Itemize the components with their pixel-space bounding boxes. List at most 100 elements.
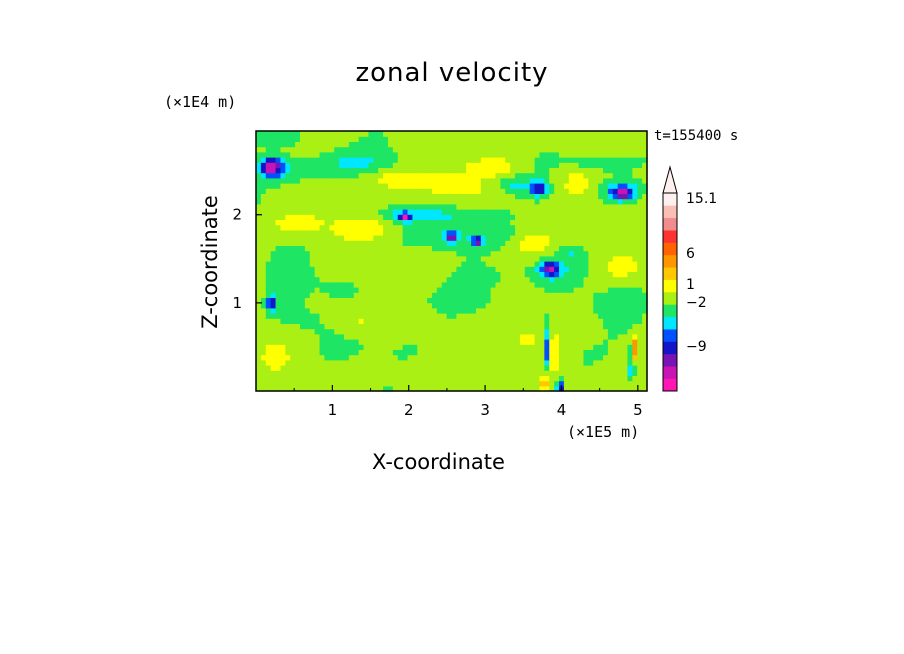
- field-cell: [407, 214, 413, 220]
- field-cell: [622, 209, 629, 215]
- field-cell: [549, 172, 555, 179]
- field-cell: [593, 240, 599, 246]
- field-cell: [471, 214, 477, 220]
- field-cell: [417, 167, 423, 174]
- field-cell: [290, 375, 296, 382]
- field-cell: [412, 219, 418, 226]
- field-cell: [402, 219, 409, 226]
- field-cell: [358, 146, 365, 153]
- field-cell: [573, 193, 580, 200]
- field-cell: [485, 313, 492, 319]
- field-cell: [319, 271, 326, 278]
- field-cell: [598, 261, 604, 267]
- field-cell: [392, 235, 399, 241]
- field-cell: [500, 229, 506, 236]
- field-cell: [373, 370, 379, 376]
- field-cell: [593, 146, 599, 153]
- field-cell: [260, 313, 267, 319]
- field-cell: [436, 219, 443, 226]
- field-cell: [563, 380, 570, 387]
- field-cell: [480, 276, 487, 283]
- field-cell: [524, 172, 531, 179]
- field-cell: [485, 198, 492, 205]
- field-cell: [612, 333, 619, 340]
- field-cell: [256, 219, 262, 226]
- field-cell: [529, 339, 536, 345]
- field-cell: [343, 141, 350, 148]
- field-cell: [373, 157, 379, 163]
- field-cell: [285, 333, 291, 340]
- field-cell: [295, 157, 301, 163]
- field-cell: [417, 281, 423, 288]
- field-cell: [383, 380, 389, 387]
- field-cell: [451, 136, 457, 142]
- field-cell: [417, 318, 423, 324]
- field-cell: [436, 344, 443, 350]
- field-cell: [607, 287, 614, 293]
- field-cell: [304, 255, 311, 262]
- field-cell: [402, 359, 409, 366]
- field-cell: [275, 370, 282, 376]
- field-cell: [622, 219, 629, 226]
- field-cell: [446, 198, 453, 205]
- field-cell: [441, 214, 448, 220]
- field-cell: [260, 203, 267, 210]
- field-cell: [329, 323, 335, 330]
- field-cell: [456, 167, 462, 174]
- field-cell: [431, 313, 438, 319]
- field-cell: [519, 214, 526, 220]
- field-cell: [495, 333, 501, 340]
- field-cell: [568, 250, 575, 257]
- field-cell: [436, 157, 443, 163]
- field-cell: [260, 146, 267, 153]
- field-cell: [598, 266, 604, 272]
- field-cell: [632, 349, 638, 356]
- field-cell: [563, 292, 570, 298]
- field-cell: [607, 318, 614, 324]
- field-cell: [539, 302, 545, 309]
- field-cell: [348, 136, 355, 142]
- field-cell: [622, 193, 629, 200]
- field-cell: [583, 339, 589, 345]
- field-cell: [539, 224, 545, 231]
- field-cell: [642, 219, 648, 226]
- field-cell: [436, 177, 443, 184]
- field-cell: [383, 261, 389, 267]
- field-cell: [275, 214, 282, 220]
- field-cell: [466, 281, 472, 288]
- field-cell: [334, 266, 340, 272]
- field-cell: [549, 136, 555, 142]
- field-cell: [427, 302, 433, 309]
- field-cell: [285, 151, 291, 158]
- field-cell: [554, 261, 560, 267]
- field-cell: [285, 172, 291, 179]
- field-cell: [436, 313, 443, 319]
- field-cell: [500, 219, 506, 226]
- field-cell: [612, 339, 619, 345]
- field-cell: [397, 183, 404, 189]
- field-cell: [397, 146, 404, 153]
- field-cell: [480, 328, 487, 335]
- field-cell: [490, 224, 497, 231]
- field-cell: [598, 162, 604, 168]
- field-cell: [500, 313, 506, 319]
- field-cell: [632, 292, 638, 298]
- field-cell: [402, 224, 409, 231]
- field-cell: [588, 214, 594, 220]
- field-cell: [617, 240, 624, 246]
- field-cell: [607, 219, 614, 226]
- field-cell: [461, 183, 467, 189]
- field-cell: [417, 250, 423, 257]
- field-cell: [583, 198, 589, 205]
- field-cell: [304, 240, 311, 246]
- field-cell: [603, 235, 609, 241]
- field-cell: [417, 235, 423, 241]
- field-cell: [534, 167, 541, 174]
- field-cell: [519, 235, 526, 241]
- field-cell: [392, 328, 399, 335]
- field-cell: [451, 188, 457, 194]
- field-cell: [471, 323, 477, 330]
- field-cell: [563, 313, 570, 319]
- field-cell: [397, 141, 404, 148]
- field-cell: [343, 276, 350, 283]
